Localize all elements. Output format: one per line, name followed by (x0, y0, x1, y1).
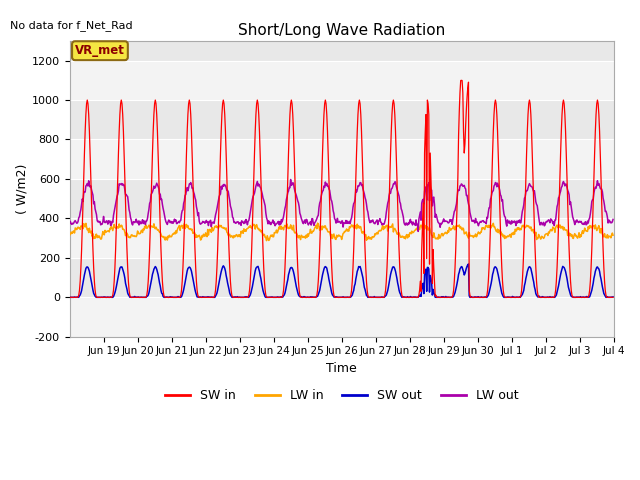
Legend: SW in, LW in, SW out, LW out: SW in, LW in, SW out, LW out (160, 384, 523, 408)
SW in (428, 200, 435, 206)
LW in (399, 233, 406, 239)
LW out (66, 220, 74, 226)
SW out (277, 294, 285, 300)
Y-axis label: ( W/m2): ( W/m2) (16, 164, 29, 214)
LW out (257, 184, 264, 190)
Bar (70, 60, 614, 100)
Text: No data for f_Net_Rad: No data for f_Net_Rad (10, 20, 132, 31)
LW in (262, 238, 270, 243)
SW out (129, 294, 137, 300)
LW in (257, 227, 264, 233)
LW in (314, 220, 321, 226)
LW in (609, 232, 617, 238)
SW in (609, 294, 617, 300)
LW in (129, 233, 137, 239)
SW in (277, 294, 285, 300)
SW in (257, 150, 264, 156)
Bar (70, 297, 614, 337)
Line: LW out: LW out (70, 180, 613, 231)
LW out (287, 177, 294, 182)
LW out (429, 195, 437, 201)
SW out (257, 273, 264, 278)
LW out (129, 219, 137, 225)
LW in (278, 226, 285, 232)
LW out (609, 216, 617, 222)
Line: LW in: LW in (70, 223, 613, 240)
Bar (70, 218, 614, 258)
LW out (229, 216, 237, 221)
SW in (229, 294, 237, 300)
Line: SW out: SW out (70, 264, 613, 297)
SW in (129, 294, 137, 300)
Text: VR_met: VR_met (75, 44, 125, 57)
Title: Short/Long Wave Radiation: Short/Long Wave Radiation (238, 24, 445, 38)
LW out (414, 228, 422, 234)
SW out (66, 294, 74, 300)
Bar (70, 140, 614, 179)
SW out (609, 294, 617, 300)
SW out (229, 294, 237, 300)
SW out (397, 293, 405, 299)
SW in (66, 294, 74, 300)
LW in (229, 235, 237, 241)
SW out (428, 280, 435, 286)
LW out (398, 208, 406, 214)
LW in (66, 229, 74, 235)
SW in (458, 77, 465, 83)
SW in (397, 288, 405, 293)
SW out (465, 261, 472, 267)
Line: SW in: SW in (70, 80, 613, 297)
LW in (429, 235, 437, 240)
X-axis label: Time: Time (326, 362, 357, 375)
LW out (277, 221, 285, 227)
